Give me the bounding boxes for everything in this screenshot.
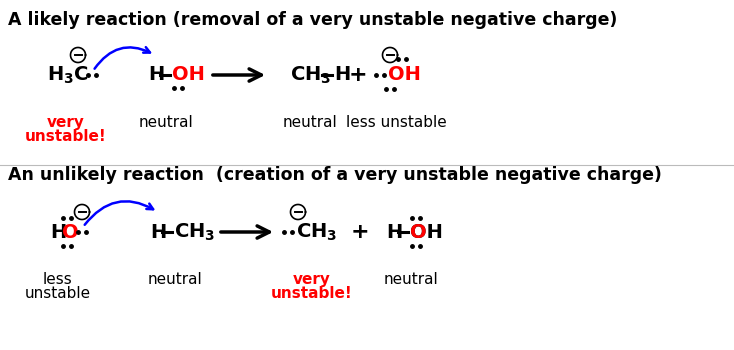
Text: +: + xyxy=(351,222,369,242)
Text: OH: OH xyxy=(172,65,205,84)
Text: very: very xyxy=(293,272,331,287)
Text: H: H xyxy=(386,223,402,241)
Text: very: very xyxy=(47,115,85,130)
Text: H: H xyxy=(334,65,350,84)
Text: neutral: neutral xyxy=(283,115,338,130)
Text: neutral: neutral xyxy=(148,272,203,287)
Text: $\mathbf{CH_3}$: $\mathbf{CH_3}$ xyxy=(174,221,215,243)
Text: H: H xyxy=(150,223,166,241)
Text: unstable!: unstable! xyxy=(271,286,353,301)
Text: O: O xyxy=(62,223,79,241)
Text: OH: OH xyxy=(410,223,443,241)
Text: OH: OH xyxy=(388,65,421,84)
Text: An unlikely reaction  (creation of a very unstable negative charge): An unlikely reaction (creation of a very… xyxy=(8,166,662,184)
Text: unstable!: unstable! xyxy=(25,129,107,144)
Text: $\mathbf{CH_3}$: $\mathbf{CH_3}$ xyxy=(296,221,338,243)
Text: A likely reaction (removal of a very unstable negative charge): A likely reaction (removal of a very uns… xyxy=(8,11,617,29)
Text: O: O xyxy=(410,223,426,241)
Text: less unstable: less unstable xyxy=(346,115,446,130)
Text: neutral: neutral xyxy=(384,272,438,287)
Text: $\mathbf{H_3C}$: $\mathbf{H_3C}$ xyxy=(47,64,89,86)
Text: +: + xyxy=(349,65,367,85)
Text: H: H xyxy=(148,65,164,84)
Text: H: H xyxy=(50,223,66,241)
Text: neutral: neutral xyxy=(139,115,193,130)
Text: unstable: unstable xyxy=(25,286,91,301)
Text: $\mathbf{CH_3}$: $\mathbf{CH_3}$ xyxy=(290,64,331,86)
Text: less: less xyxy=(43,272,73,287)
